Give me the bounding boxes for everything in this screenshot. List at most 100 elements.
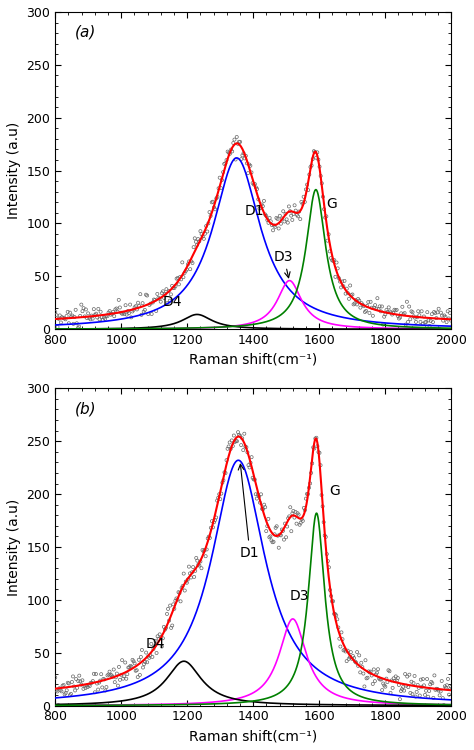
Point [342,288,349,300]
Point [251,473,258,485]
Point [132,664,139,676]
Point [237,153,245,165]
Point [244,446,251,458]
Point [377,305,384,317]
Point [53,309,60,321]
Point [378,684,386,696]
Point [156,628,164,640]
Point [129,654,137,666]
Point [316,447,323,459]
Point [435,303,442,315]
Point [408,305,415,317]
Point [310,146,318,158]
Point [428,308,436,320]
Point [203,544,210,556]
Point [108,670,116,682]
Point [207,210,214,222]
Point [407,687,414,699]
Point [386,305,393,317]
Point [392,670,400,682]
Point [205,217,212,229]
Point [88,310,95,322]
Point [302,184,310,196]
Point [288,525,295,537]
Point [115,661,123,673]
Point [367,296,374,307]
Point [351,656,359,668]
Point [283,520,291,532]
Point [373,667,381,679]
Point [387,307,395,319]
Point [242,440,249,452]
Point [59,680,66,692]
Point [331,608,339,620]
Point [375,673,383,685]
Point [84,308,92,320]
Point [402,680,410,692]
Point [369,310,377,322]
Point [266,212,273,224]
Point [388,308,396,320]
Point [332,609,340,621]
Point [233,131,240,143]
Point [356,295,363,307]
Point [117,307,125,319]
Point [148,308,155,320]
Point [322,531,329,543]
Point [322,210,330,222]
Point [425,685,433,697]
Point [255,202,263,214]
Point [164,297,171,309]
Point [232,154,239,166]
Point [447,315,455,327]
Point [80,682,87,694]
Point [204,532,211,544]
Point [284,512,292,524]
Point [419,673,427,685]
Text: D3: D3 [290,589,309,603]
Point [83,312,91,324]
Point [343,655,350,667]
Point [414,305,422,317]
Point [238,432,246,444]
Point [111,676,118,688]
Point [179,256,186,268]
Point [268,219,276,231]
Point [427,315,435,327]
Point [374,292,381,304]
Point [240,147,247,159]
Point [327,590,335,602]
Point [311,146,319,158]
Point [96,675,104,687]
Point [414,679,421,691]
Point [83,680,91,692]
Point [345,652,353,664]
Point [326,584,334,596]
Point [57,316,64,328]
Point [444,673,452,685]
Point [354,293,362,305]
Point [171,282,178,294]
Point [356,302,364,313]
Point [226,436,234,448]
Point [73,673,80,685]
Point [246,461,253,473]
Point [163,608,171,620]
Point [304,184,312,196]
Point [237,430,244,442]
Point [420,310,428,322]
Point [413,686,420,698]
Point [408,676,415,688]
Point [428,676,435,688]
Point [252,182,260,194]
Point [182,575,190,587]
Point [291,512,298,524]
Point [290,505,297,517]
Point [399,681,407,693]
Point [139,662,147,674]
Point [312,432,320,444]
Point [348,652,356,664]
Point [304,488,312,500]
Point [97,306,104,318]
Point [365,307,373,319]
